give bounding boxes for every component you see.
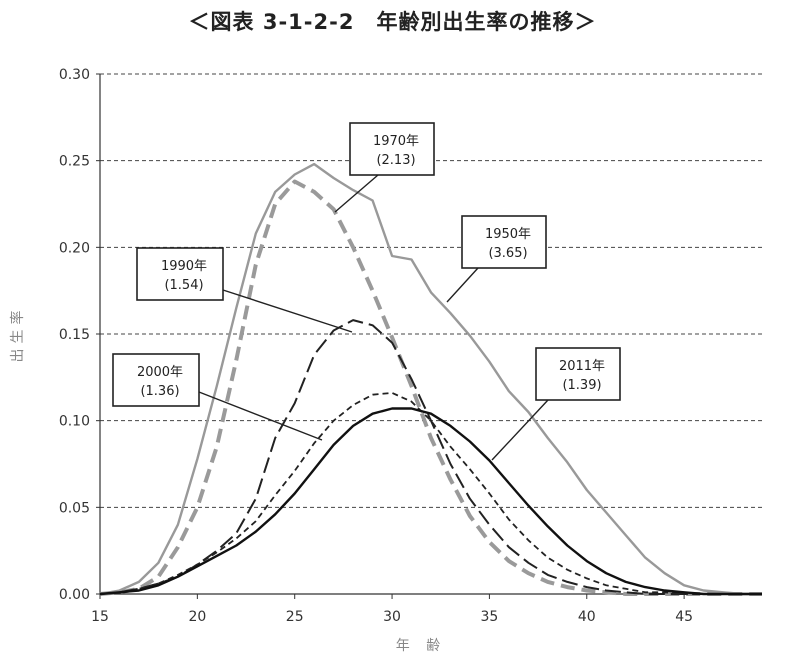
y-tick-label-6: 0.30 xyxy=(59,67,90,83)
y-tick-label-2: 0.10 xyxy=(59,414,90,430)
callout-value-2000: (1.36) xyxy=(140,384,179,399)
callouts: 1950年 (3.65) 1970年 (2.13) 1990年 (1.54) 2000年 (1… xyxy=(112,122,621,461)
callout-value-1990: (1.54) xyxy=(164,278,203,293)
callout-leader-2011 xyxy=(491,399,549,461)
y-tick-label-5: 0.25 xyxy=(59,154,90,170)
series-line-1970 xyxy=(99,179,762,596)
callout-label-2011: 2011年 xyxy=(559,359,605,374)
x-tick-label-5: 40 xyxy=(578,609,596,625)
x-axis-label: 年 齢 xyxy=(396,638,446,654)
x-tick-label-3: 30 xyxy=(383,609,401,625)
callout-label-1990: 1990年 xyxy=(161,259,207,274)
x-tick-label-4: 35 xyxy=(480,609,498,625)
callout-value-1950: (3.65) xyxy=(488,246,527,261)
x-tick-label-0: 15 xyxy=(91,609,109,625)
x-tick-label-1: 20 xyxy=(188,609,206,625)
callout-label-2000: 2000年 xyxy=(137,365,183,380)
callout-leader-1970 xyxy=(334,174,379,213)
axis-labels: 年 齢 出生率 xyxy=(9,306,446,655)
callout-box-2011 xyxy=(535,347,621,401)
callout-label-1950: 1950年 xyxy=(485,227,531,242)
x-tick-label-2: 25 xyxy=(286,609,304,625)
callout-leader-1990 xyxy=(222,289,353,333)
tick-labels: 0.00 0.05 0.10 0.15 0.20 0.25 0.30 15 20 25 30 35 40… xyxy=(59,67,693,625)
y-tick-label-0: 0.00 xyxy=(59,587,90,603)
chart-title: ＜図表 3-1-2-2 年齢別出生率の推移＞ xyxy=(188,10,597,34)
callout-box-1970 xyxy=(349,122,435,176)
series-layer xyxy=(99,162,762,596)
callout-box-1990 xyxy=(136,247,224,301)
series-line-2011 xyxy=(99,407,762,596)
series-line-1950 xyxy=(99,162,762,596)
y-axis-label: 出生率 xyxy=(9,306,26,363)
callout-leader-1950 xyxy=(446,267,479,303)
x-tick-label-6: 45 xyxy=(675,609,693,625)
series-line-1990 xyxy=(99,319,762,595)
callout-value-2011: (1.39) xyxy=(562,378,601,393)
series-line-2000 xyxy=(99,392,762,595)
callout-value-1970: (2.13) xyxy=(376,153,415,168)
callout-box-2000 xyxy=(112,353,200,407)
callout-leader-2000 xyxy=(198,391,323,441)
y-tick-label-1: 0.05 xyxy=(59,500,90,516)
y-tick-label-4: 0.20 xyxy=(59,240,90,256)
callout-box-1950 xyxy=(461,215,547,269)
y-tick-label-3: 0.15 xyxy=(59,327,90,343)
callout-label-1970: 1970年 xyxy=(373,134,419,149)
